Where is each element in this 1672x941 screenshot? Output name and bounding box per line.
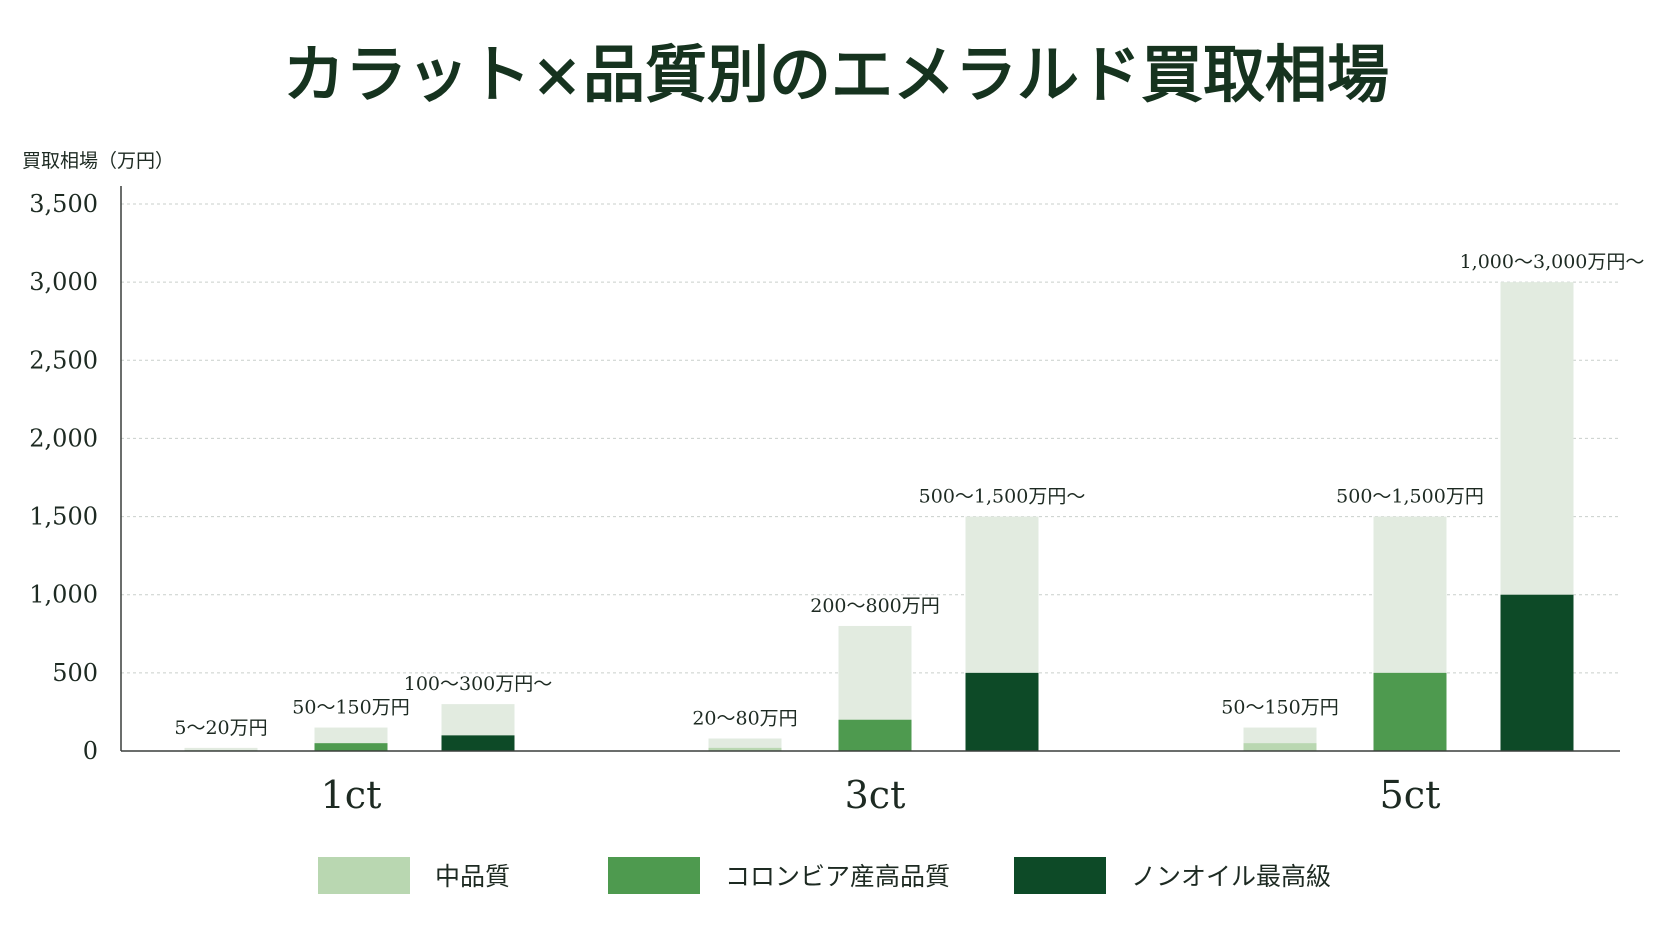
bars-group — [184, 282, 1574, 751]
range-bar — [184, 747, 258, 751]
data-label: 200〜800万円 — [810, 595, 940, 617]
data-label: 20〜80万円 — [692, 707, 797, 729]
data-label: 50〜150万円 — [1221, 697, 1338, 719]
legend-swatch — [1014, 857, 1106, 894]
axes-group: 0 500 1,000 1,500 2,000 2,500 3,000 3,500 — [29, 186, 1620, 765]
legend-label: ノンオイル最高級 — [1131, 862, 1331, 891]
legend-label: 中品質 — [435, 862, 510, 891]
chart-title: カラット×品質別のエメラルド買取相場 — [283, 38, 1389, 111]
y-tick-label: 1,500 — [29, 503, 98, 531]
data-label: 500〜1,500万円 — [1336, 486, 1484, 508]
y-axis-label: 買取相場（万円） — [22, 150, 174, 172]
data-label: 1,000〜3,000万円〜 — [1460, 251, 1645, 273]
gridlines — [121, 203, 1620, 674]
y-tick-label: 500 — [52, 659, 98, 687]
legend-swatch — [318, 857, 410, 894]
value-bar — [708, 747, 782, 751]
y-tick-label: 0 — [83, 737, 98, 765]
y-tick-label: 3,500 — [29, 190, 98, 218]
value-bar — [838, 719, 912, 751]
value-bar — [1373, 672, 1447, 751]
labels-group: 5〜20万円50〜150万円100〜300万円〜1ct20〜80万円200〜80… — [174, 251, 1644, 817]
value-bar — [1500, 594, 1574, 751]
data-label: 5〜20万円 — [174, 717, 267, 739]
value-bar — [441, 735, 515, 751]
data-label: 100〜300万円〜 — [404, 673, 553, 695]
y-tick-label: 2,500 — [29, 346, 98, 374]
data-label: 500〜1,500万円〜 — [919, 486, 1086, 508]
y-tick-label: 3,000 — [29, 268, 98, 296]
x-tick-label: 3ct — [845, 773, 906, 817]
value-bar — [314, 743, 388, 751]
y-tick-label: 2,000 — [29, 424, 98, 452]
legend-label: コロンビア産高品質 — [725, 862, 950, 891]
data-label: 50〜150万円 — [292, 697, 409, 719]
y-tick-label: 1,000 — [29, 581, 98, 609]
x-tick-label: 5ct — [1380, 773, 1441, 817]
legend-swatch — [608, 857, 700, 894]
legend: 中品質 コロンビア産高品質 ノンオイル最高級 — [318, 857, 1331, 894]
value-bar — [965, 672, 1039, 751]
x-tick-label: 1ct — [321, 773, 382, 817]
value-bar — [1243, 743, 1317, 751]
